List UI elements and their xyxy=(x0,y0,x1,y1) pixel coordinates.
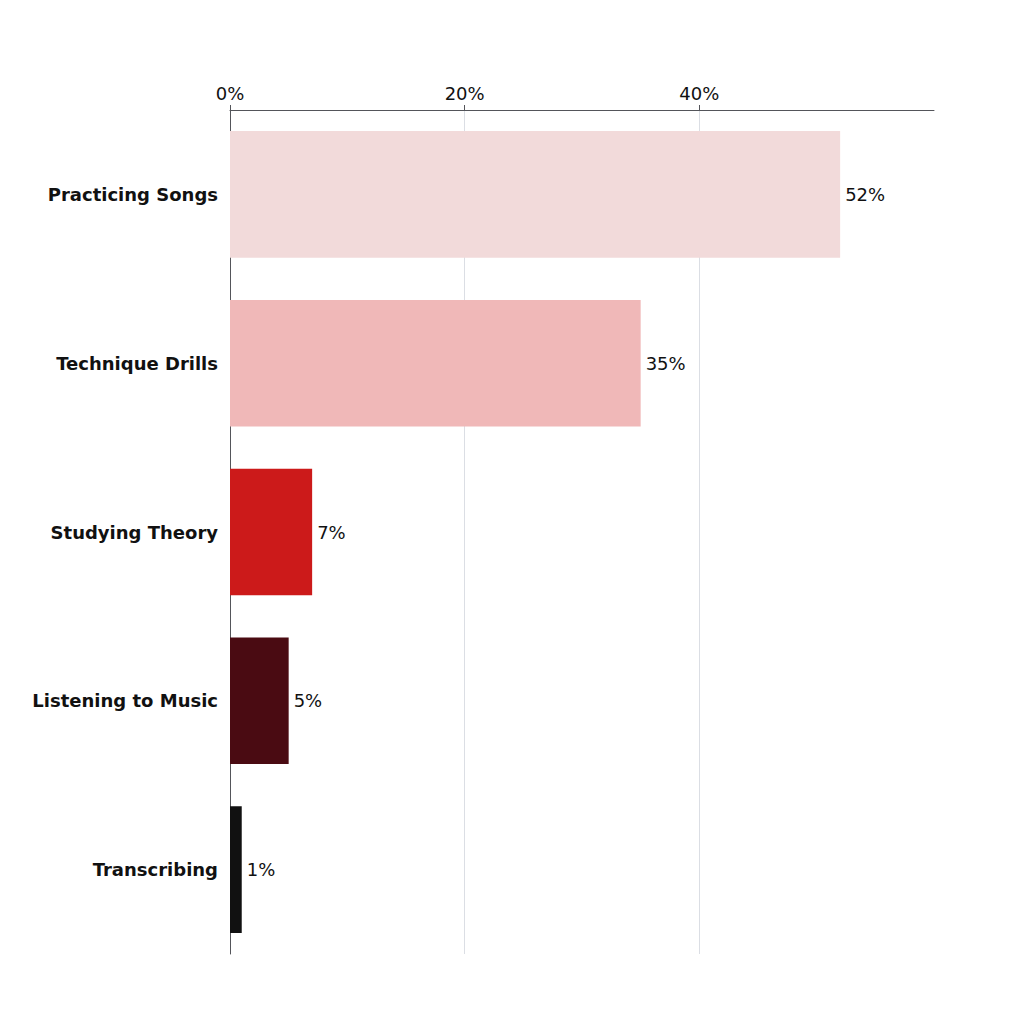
svg-text:5%: 5% xyxy=(294,690,323,711)
svg-text:52%: 52% xyxy=(845,184,885,205)
svg-text:Listening to Music: Listening to Music xyxy=(32,690,218,711)
svg-text:Practicing Songs: Practicing Songs xyxy=(48,184,218,205)
svg-text:Technique Drills: Technique Drills xyxy=(56,353,218,374)
svg-text:20%: 20% xyxy=(445,83,485,104)
svg-text:40%: 40% xyxy=(679,83,719,104)
svg-text:Transcribing: Transcribing xyxy=(93,859,218,880)
svg-text:Studying Theory: Studying Theory xyxy=(51,522,219,543)
svg-text:7%: 7% xyxy=(317,522,346,543)
svg-text:35%: 35% xyxy=(646,353,686,374)
svg-text:0%: 0% xyxy=(216,83,245,104)
svg-text:1%: 1% xyxy=(247,859,276,880)
